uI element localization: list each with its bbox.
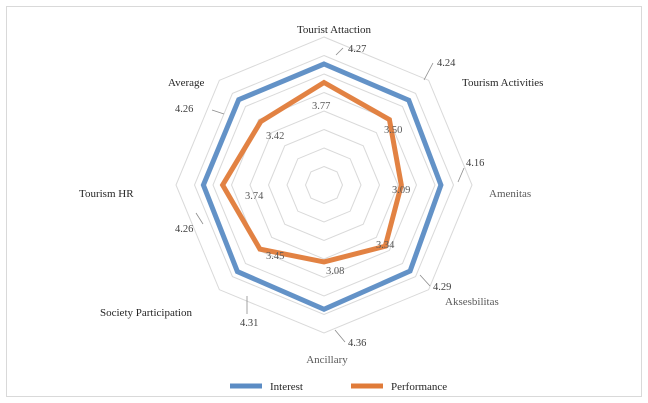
category-label: Amenitas: [489, 188, 531, 200]
performance-value-label: 3.42: [266, 131, 284, 142]
category-labels: Tourist Attaction Tourism Activities Ameni…: [79, 24, 543, 366]
leader-line: [419, 274, 431, 287]
interest-value-label: 4.26: [175, 224, 193, 235]
performance-value-label: 3.74: [245, 191, 264, 202]
series-polygon-performance: [219, 79, 404, 265]
category-label: Aksesbilitas: [445, 296, 499, 308]
grid-ring: [249, 110, 399, 260]
interest-value-label: 4.24: [437, 58, 456, 69]
legend: Interest Performance: [230, 381, 447, 393]
grid-ring: [175, 36, 473, 334]
performance-value-label: 3.34: [376, 240, 395, 251]
radar-grid: [175, 36, 473, 334]
interest-value-label: 4.16: [466, 158, 484, 169]
grid-ring: [267, 128, 381, 242]
interest-value-label: 4.31: [240, 318, 258, 329]
leader-line: [423, 62, 434, 81]
value-labels: 4.27 4.24 4.16 4.29 4.36 4.31 4.26 4.26 3.77 3.50…: [175, 44, 484, 349]
legend-label: Interest: [270, 381, 303, 393]
interest-value-label: 4.27: [348, 44, 366, 55]
category-label: Tourism Activities: [462, 77, 543, 89]
grid-ring: [304, 165, 344, 205]
grid-ring: [212, 73, 436, 297]
leader-line: [334, 329, 346, 343]
performance-value-label: 3.45: [266, 251, 284, 262]
category-label: Ancillary: [306, 354, 348, 366]
performance-value-label: 3.09: [392, 185, 410, 196]
interest-value-label: 4.36: [348, 338, 366, 349]
legend-label: Performance: [391, 381, 447, 393]
interest-value-label: 4.26: [175, 104, 193, 115]
category-label: Society Participation: [100, 307, 192, 319]
performance-value-label: 3.77: [312, 101, 330, 112]
interest-value-label: 4.29: [433, 282, 451, 293]
performance-value-label: 3.50: [384, 125, 402, 136]
radar-series: [200, 61, 444, 313]
category-label: Tourist Attaction: [297, 24, 372, 36]
performance-value-label: 3.08: [326, 266, 344, 277]
legend-item-interest: Interest: [230, 381, 303, 393]
series-polygon-interest: [200, 61, 444, 313]
chart-frame: [6, 6, 642, 397]
leader-line: [335, 47, 344, 56]
category-label: Tourism HR: [79, 188, 134, 200]
legend-item-performance: Performance: [351, 381, 447, 393]
category-label: Average: [168, 77, 205, 89]
grid-ring: [193, 54, 455, 316]
grid-ring: [286, 147, 362, 223]
leader-line: [457, 167, 465, 183]
leader-line: [211, 109, 225, 115]
leader-line: [195, 212, 204, 225]
